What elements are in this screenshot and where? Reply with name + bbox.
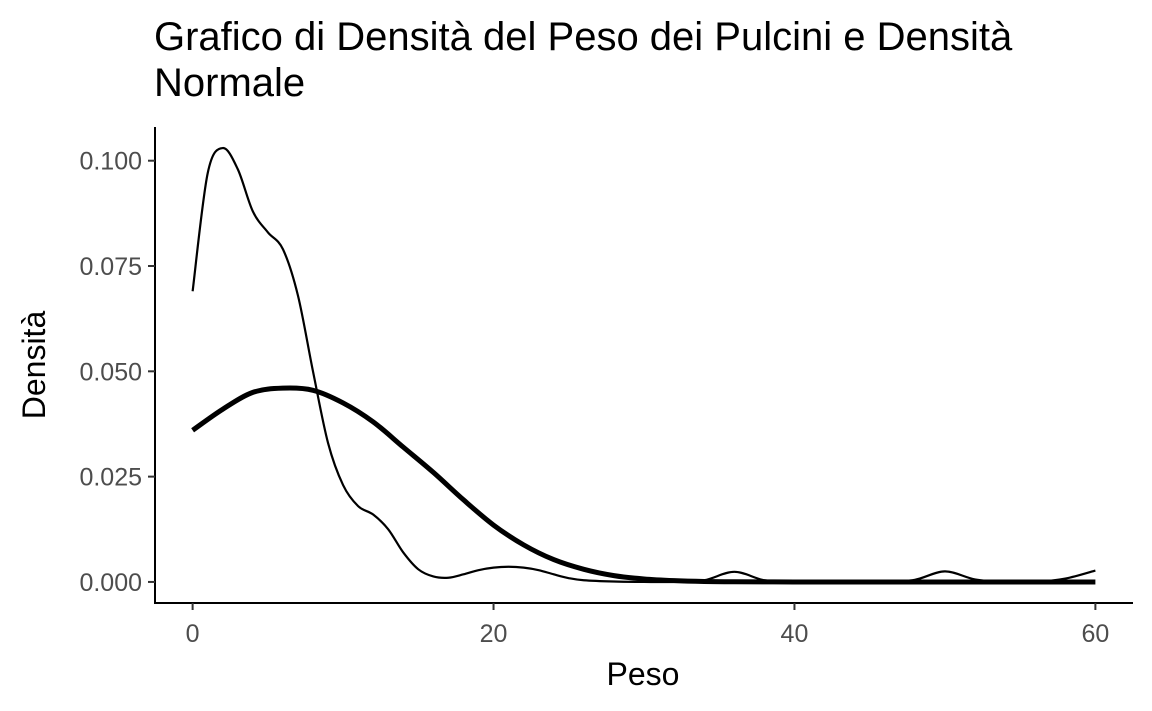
y-tick-label: 0.075 xyxy=(79,253,142,281)
y-axis-title: Densità xyxy=(16,311,52,420)
x-tick-label: 60 xyxy=(1081,620,1109,648)
y-tick-label: 0.100 xyxy=(79,148,142,176)
x-tick-label: 40 xyxy=(781,620,809,648)
ticks: 0 20 40 60 0.000 0.025 0.050 0.075 0.100 xyxy=(79,148,1109,648)
normal-density-line xyxy=(191,385,1096,585)
y-tick-label: 0.025 xyxy=(79,464,142,492)
series-layer xyxy=(191,146,1096,585)
x-tick-label: 20 xyxy=(480,620,508,648)
weight-density-line xyxy=(191,146,1096,584)
y-tick-label: 0.000 xyxy=(79,569,142,597)
chart-title: Grafico di Densità del Peso dei Pulcini … xyxy=(154,15,1013,105)
x-tick-label: 0 xyxy=(186,620,200,648)
axes xyxy=(154,127,1133,604)
y-tick-label: 0.050 xyxy=(79,358,142,386)
x-axis-title: Peso xyxy=(607,656,680,692)
